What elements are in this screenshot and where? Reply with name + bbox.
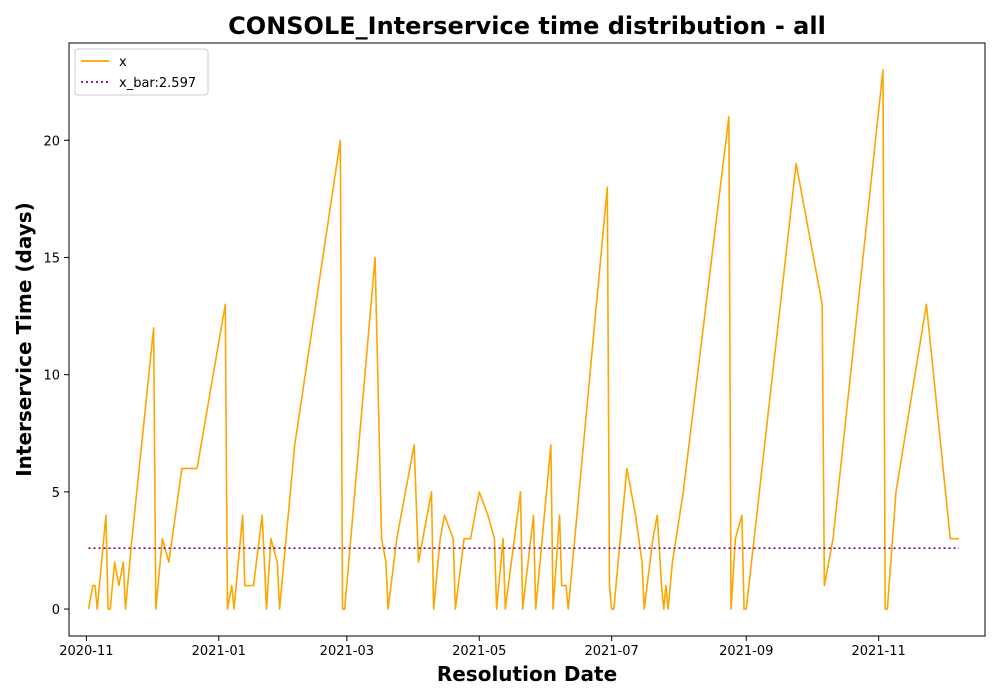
x-tick-label: 2020-11 (59, 644, 113, 659)
x-tick-label: 2021-07 (584, 644, 638, 659)
x-tick-label: 2021-05 (452, 644, 506, 659)
legend: x x_bar:2.597 (74, 48, 209, 96)
y-tick-label: 15 (43, 251, 60, 266)
legend-label-x-bar: x_bar:2.597 (119, 76, 196, 91)
y-tick-label: 5 (52, 486, 60, 501)
x-tick-label: 2021-11 (851, 644, 905, 659)
plot-area (87, 69, 959, 610)
chart-title: CONSOLE_Interservice time distribution -… (228, 12, 826, 40)
y-axis-title: Interservice Time (days) (12, 202, 36, 477)
x-axis: 2020-11 2021-01 2021-03 2021-05 2021-07 2021-… (59, 636, 906, 659)
y-tick-label: 20 (43, 134, 60, 149)
x-tick-label: 2021-03 (320, 644, 374, 659)
series-line-x (87, 69, 959, 610)
x-tick-label: 2021-01 (192, 644, 246, 659)
plot-frame (68, 42, 986, 637)
legend-label-x: x (119, 55, 127, 70)
y-axis: 0 5 10 15 20 (43, 134, 69, 618)
y-tick-label: 10 (43, 369, 60, 384)
x-axis-title: Resolution Date (437, 662, 617, 686)
y-tick-label: 0 (52, 603, 60, 618)
x-tick-label: 2021-09 (719, 644, 773, 659)
